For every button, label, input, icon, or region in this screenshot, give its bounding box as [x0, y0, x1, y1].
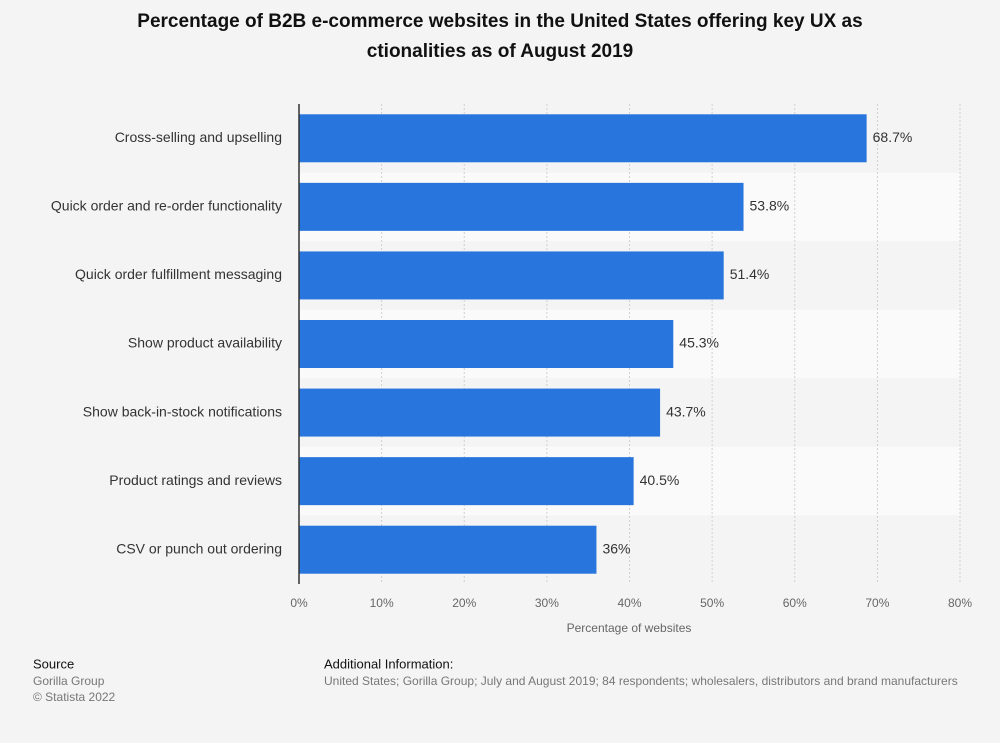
source-line: © Statista 2022 [33, 690, 116, 704]
y-tick-label: Product ratings and reviews [109, 472, 282, 488]
value-label: 51.4% [730, 266, 770, 282]
x-tick-label: 70% [865, 596, 889, 610]
x-tick-label: 60% [783, 596, 807, 610]
value-label: 43.7% [666, 403, 706, 419]
x-tick-label: 10% [370, 596, 394, 610]
value-label: 68.7% [873, 129, 913, 145]
x-tick-label: 20% [452, 596, 476, 610]
value-label: 53.8% [750, 198, 790, 214]
info-heading: Additional Information: [324, 656, 453, 671]
chart-title: Percentage of B2B e-commerce websites in… [137, 11, 862, 32]
x-tick-label: 40% [617, 596, 641, 610]
y-tick-label: Quick order fulfillment messaging [75, 266, 282, 282]
x-tick-label: 30% [535, 596, 559, 610]
value-label: 45.3% [679, 335, 719, 351]
x-axis-title: Percentage of websites [567, 621, 692, 635]
x-tick-label: 50% [700, 596, 724, 610]
source-heading: Source [33, 656, 74, 671]
bar [299, 388, 661, 437]
x-tick-label: 80% [948, 596, 972, 610]
value-label: 36% [602, 540, 630, 556]
source-line: Gorilla Group [33, 674, 105, 688]
y-tick-label: Quick order and re-order functionality [51, 198, 282, 214]
bar [299, 320, 674, 368]
info-text: United States; Gorilla Group; July and A… [324, 674, 958, 688]
bar [299, 525, 597, 574]
chart-title: ctionalities as of August 2019 [367, 41, 633, 62]
y-tick-label: Show product availability [128, 335, 282, 351]
y-tick-label: Show back-in-stock notifications [83, 403, 282, 419]
y-tick-label: Cross-selling and upselling [115, 129, 282, 145]
value-label: 40.5% [640, 472, 680, 488]
y-tick-label: CSV or punch out ordering [116, 540, 282, 556]
x-tick-label: 0% [290, 596, 308, 610]
bar [299, 114, 867, 163]
bar [299, 182, 744, 231]
bar [299, 457, 634, 506]
bar [299, 251, 724, 300]
